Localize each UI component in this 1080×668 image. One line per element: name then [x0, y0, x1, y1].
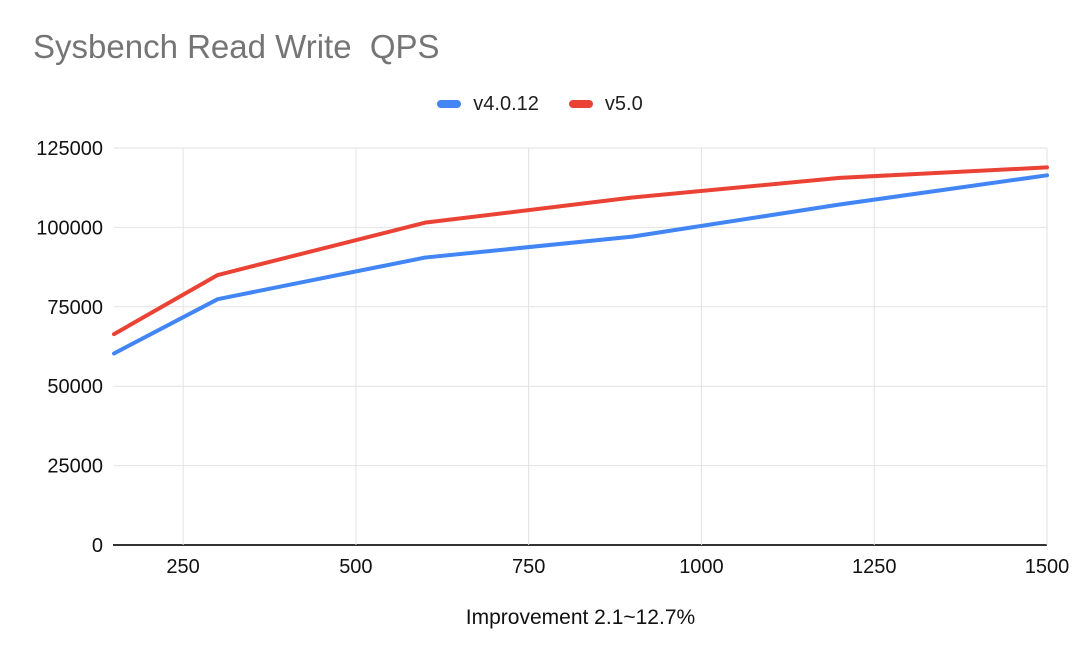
gridlines [113, 147, 1048, 546]
axis-labels: 0 25000 50000 75000 100000 125000 250 500 750 100… [36, 138, 1069, 578]
series-lines [112, 165, 1049, 356]
y-tick-label: 125000 [36, 138, 103, 160]
series-line-v4.0.12 [112, 173, 1049, 356]
legend-item-v5: v5.0 [568, 93, 643, 115]
improvement-caption: Improvement 2.1~12.7% [465, 606, 696, 629]
chart-title: Sysbench Read Write QPS [33, 28, 440, 65]
legend-label: v5.0 [604, 93, 643, 115]
legend: v4.0.12 v5.0 [0, 93, 1080, 115]
legend-item-v4: v4.0.12 [437, 93, 539, 115]
y-tick-label: 25000 [47, 456, 103, 478]
x-tick-label: 750 [512, 556, 545, 578]
x-tick-label: 1500 [1025, 556, 1070, 578]
y-tick-label: 0 [92, 535, 103, 557]
x-tick-label: 1000 [679, 556, 724, 578]
legend-label: v4.0.12 [473, 93, 539, 115]
x-tick-label: 250 [166, 556, 199, 578]
y-tick-label: 100000 [36, 217, 103, 239]
x-tick-label: 1250 [852, 556, 897, 578]
y-tick-label: 75000 [47, 297, 103, 319]
legend-swatch-blue [437, 100, 462, 108]
x-tick-label: 500 [339, 556, 372, 578]
y-tick-label: 50000 [47, 376, 103, 398]
series-line-v5.0 [112, 165, 1049, 337]
legend-swatch-red [568, 100, 593, 108]
